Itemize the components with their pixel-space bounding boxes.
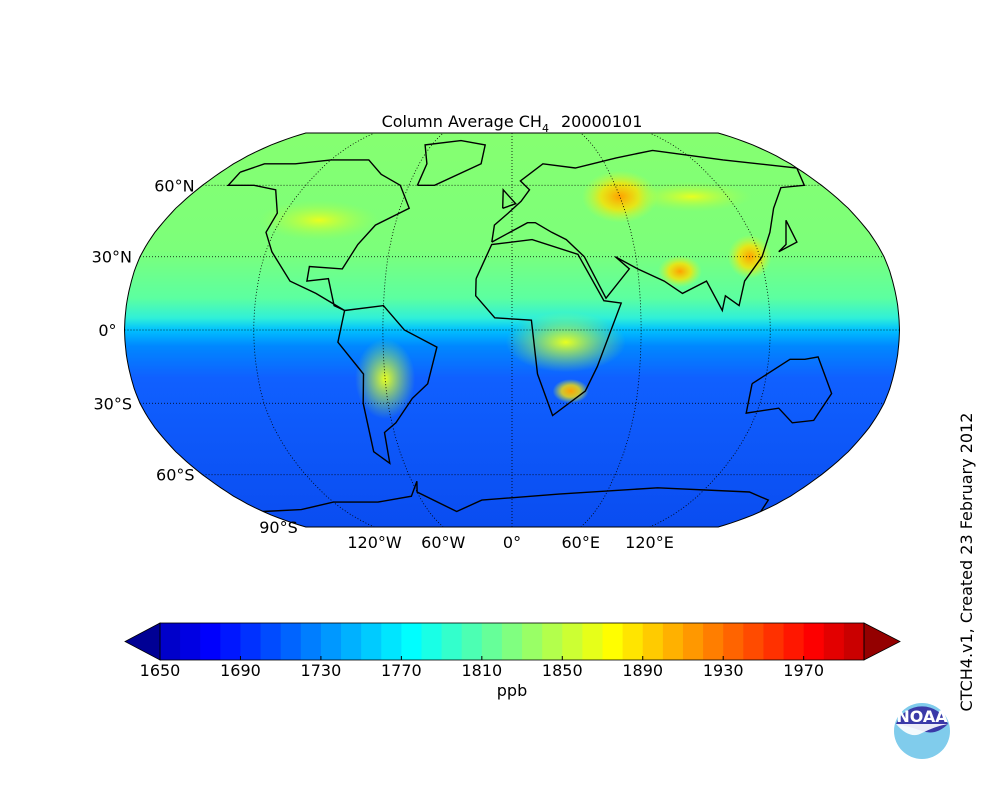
concentration-blob [505,312,626,373]
colorbar-tick-label: 1970 [783,661,824,680]
colorbar-segment [642,623,664,660]
colorbar-segment [341,623,362,660]
colorbar-segment [421,623,443,660]
coastline [226,159,411,312]
noaa-logo: NOAA [894,703,950,759]
map-outline [123,132,901,528]
meridian [382,132,444,528]
colorbar-segment [501,623,523,660]
colorbar-segment [160,623,181,660]
colorbar-segment [723,623,744,660]
colorbar-tick-label: 1770 [381,661,422,680]
meridian [580,132,642,528]
colorbar-segment [361,623,382,660]
colorbar-segment [763,623,785,660]
colorbar-segment [823,623,845,660]
colorbar-tick-label: 1850 [542,661,583,680]
map: 60°N 30°N 0° 30°S 60°S 90°S 120°W 60°W 0° 60°E 120… [92,132,901,552]
colorbar-segment [180,623,201,660]
coastline [337,304,438,465]
colorbar-segment [783,623,805,660]
colorbar-segment [803,623,825,660]
colorbar: 1650 1690 1730 1770 1810 1850 1890 1930 1970 ppb [124,622,901,700]
title-text: Column Average CH [382,112,542,131]
lon-label: 120°E [625,533,674,552]
colorbar-segment [220,623,241,660]
lat-label: 90°S [259,518,298,537]
concentration-blob [581,170,658,223]
colorbar-tick-label: 1810 [461,661,502,680]
colorbar-tick-label: 1730 [301,661,342,680]
colorbar-tick-label: 1650 [140,661,181,680]
colorbar-segment [602,623,624,660]
colorbar-segment [240,623,262,660]
colorbar-segment [461,623,483,660]
colorbar-tick-label: 1890 [622,661,663,680]
colorbar-segment [401,623,422,660]
coastline [491,149,806,313]
lat-label: 60°N [154,176,194,195]
colorbar-extend-high [863,622,901,661]
concentration-blob [631,181,752,212]
concentration-blob [657,255,702,288]
colorbar-segment [381,623,402,660]
colorbar-segment [200,623,221,660]
credit: CTCH4.v1, Created 23 February 2012 [957,413,976,712]
lat-label: 0° [98,321,116,340]
coastline [778,219,798,253]
colorbar-segment [562,623,583,660]
colorbar-segment [441,623,463,660]
colorbar-segment [260,623,282,660]
colorbar-segment [743,623,764,660]
colorbar-segment [481,623,503,660]
coastline [502,188,517,209]
colorbar-segment [703,623,724,660]
coastline [416,139,487,186]
colorbar-segment [280,623,302,660]
colorbar-label: ppb [497,681,527,700]
lat-label: 30°S [93,394,132,413]
colorbar-segment [843,623,865,660]
colorbar-segment [682,623,704,660]
lon-label: 60°E [562,533,600,552]
colorbar-segment [622,623,644,660]
colorbar-extend-low [124,622,161,661]
colorbar-segment [300,623,322,660]
lon-label: 120°W [347,533,402,552]
meridian [253,132,375,528]
colorbar-segment [522,623,543,660]
colorbar-segment [582,623,604,660]
coastline [263,481,770,513]
title-subscript: 4 [542,122,549,135]
lat-label: 30°N [92,248,132,267]
lon-label: 60°W [421,533,465,552]
lon-label: 0° [503,533,521,552]
title-date: 20000101 [561,112,642,131]
colorbar-tick-label: 1930 [703,661,744,680]
colorbar-segment [320,623,342,660]
colorbar-segment [662,623,684,660]
colorbar-tick-label: 1690 [220,661,261,680]
coastline [474,238,623,417]
concentration-blob [552,379,589,404]
coastline [745,356,833,424]
logo-text: NOAA [896,707,948,726]
map-title: Column Average CH4 20000101 [382,112,643,135]
meridian [649,132,771,528]
lat-label: 60°S [156,466,195,485]
colorbar-frame [159,622,865,661]
concentration-blob [259,200,380,241]
colorbar-segment [542,623,563,660]
